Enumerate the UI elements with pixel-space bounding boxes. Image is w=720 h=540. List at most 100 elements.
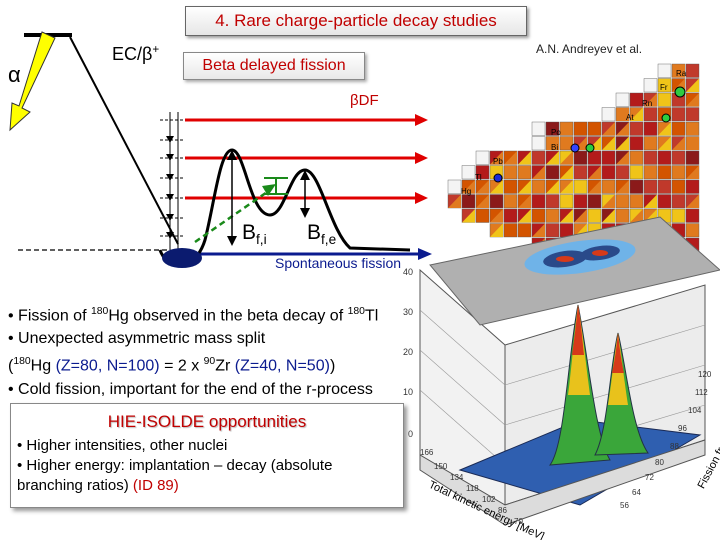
sf-label: Spontaneous fission: [275, 255, 402, 271]
nuclide-cell: [615, 92, 630, 107]
bfe-label: Bf,e: [307, 221, 337, 248]
nuclide-cell: [531, 194, 546, 209]
nuclide-cell-split: [588, 165, 601, 179]
nuclide-cell-split: [686, 93, 699, 107]
nuclide-cell: [517, 223, 532, 238]
nuclide-cell: [657, 179, 672, 194]
label-tl: Tl: [475, 173, 482, 182]
nuclide-cell: [643, 136, 658, 151]
nuclide-cell-split: [602, 209, 615, 223]
nuclide-cell: [671, 121, 686, 136]
nuclide-cell: [685, 179, 700, 194]
label-hg: Hg: [461, 187, 471, 196]
alpha-label: α: [8, 62, 21, 87]
nuclide-cell: [461, 165, 476, 180]
nuclide-cell: [671, 165, 686, 180]
nuclide-cell: [573, 150, 588, 165]
nuclide-cell-split: [672, 136, 685, 150]
label-at: At: [626, 113, 634, 122]
marker-blue-1: [570, 143, 580, 153]
nuclide-cell-split: [518, 209, 531, 223]
nuclide-cell: [601, 179, 616, 194]
id-reference: (ID 89): [132, 477, 179, 494]
nuclide-cell-split: [686, 78, 699, 92]
contour-right-peak: [592, 250, 608, 256]
nuclide-cell: [503, 208, 518, 223]
nuclide-cell: [657, 150, 672, 165]
nuclide-cell: [643, 165, 658, 180]
nuclide-cell: [545, 194, 560, 209]
bullet-4: • Cold fission, important for the end of…: [8, 380, 373, 398]
mass-tick-88: 88: [670, 442, 679, 451]
nuclide-cell: [629, 92, 644, 107]
nuclide-cell: [545, 223, 560, 238]
plot-gridlines: [419, 309, 706, 466]
energy-tick-134: 134: [450, 473, 464, 482]
mass-tick-104: 104: [688, 406, 702, 415]
z-tick-20: 20: [403, 347, 413, 357]
nuclide-cell: [587, 150, 602, 165]
nuclide-cell-split: [672, 64, 685, 78]
nuclide-cell-split: [616, 122, 629, 136]
nuclide-cell: [601, 107, 616, 122]
nuclide-cells: [447, 63, 700, 252]
nuclide-cell: [657, 63, 672, 78]
beta-delayed-fission-box: Beta delayed fission: [183, 52, 365, 80]
nuclide-cell-split: [658, 122, 671, 136]
mass-ticks: 120 112 104 96 88 80 72 64 56: [620, 370, 712, 510]
nuclide-cell-split: [602, 122, 615, 136]
nuclide-cell-split: [462, 180, 475, 194]
hie-isolde-box: HIE-ISOLDE opportunities • Higher intens…: [10, 403, 404, 508]
nuclide-cell: [685, 223, 700, 238]
nuclide-cell: [531, 121, 546, 136]
mass-tick-96: 96: [678, 424, 687, 433]
nuclide-cell-split: [560, 180, 573, 194]
label-pb: Pb: [493, 157, 503, 166]
z-ticks: 40 30 20 10 0: [403, 267, 413, 439]
nuclide-cell: [685, 107, 700, 122]
nuclide-cell: [475, 208, 490, 223]
bullet-3: (180Hg (Z=80, N=100) = 2 x 90Zr (Z=40, N…: [8, 356, 336, 375]
nuclide-cell: [503, 223, 518, 238]
nuclide-cell-split: [658, 136, 671, 150]
nuclide-cell: [601, 165, 616, 180]
energy-tick-166: 166: [420, 448, 434, 457]
bullet-1: • Fission of 180Hg observed in the beta …: [8, 306, 379, 325]
mass-tick-112: 112: [695, 388, 708, 397]
nuclide-cell: [629, 136, 644, 151]
energy-tick-150: 150: [434, 462, 448, 471]
nuclide-cell: [573, 179, 588, 194]
marker-green-3: [585, 143, 595, 153]
nuclide-cell: [629, 150, 644, 165]
nuclide-cell-split: [546, 136, 559, 150]
nuclide-cell: [545, 165, 560, 180]
nuclide-cell: [531, 208, 546, 223]
nuclide-cell: [629, 165, 644, 180]
nuclide-cell: [475, 150, 490, 165]
z-tick-30: 30: [403, 307, 413, 317]
nuclide-cell-split: [616, 107, 629, 121]
nuclide-cell: [615, 165, 630, 180]
nuclide-cell: [489, 194, 504, 209]
nuclide-cell: [671, 208, 686, 223]
author-credit: A.N. Andreyev et al.: [536, 42, 643, 56]
nuclide-cell-split: [644, 93, 657, 107]
nuclide-cell: [447, 179, 462, 194]
nuclide-cell: [685, 63, 700, 78]
nuclide-cell-split: [686, 136, 699, 150]
peak-right-top: [612, 333, 624, 373]
nuclide-cell: [643, 107, 658, 122]
nuclide-cell: [559, 121, 574, 136]
daughter-levels: [160, 112, 185, 250]
nuclide-cell-split: [616, 136, 629, 150]
ground-state-well: [162, 248, 202, 268]
hie-line-3: branching ratios) (ID 89): [17, 477, 179, 494]
nuclide-cell-split: [630, 209, 643, 223]
nuclide-cell-split: [532, 165, 545, 179]
nuclide-cell: [573, 121, 588, 136]
mass-tick-64: 64: [632, 488, 641, 497]
energy-ticks: 166 150 134 118 102 86 70: [420, 448, 523, 526]
nuclide-cell: [671, 107, 686, 122]
nuclide-cell: [671, 194, 686, 209]
